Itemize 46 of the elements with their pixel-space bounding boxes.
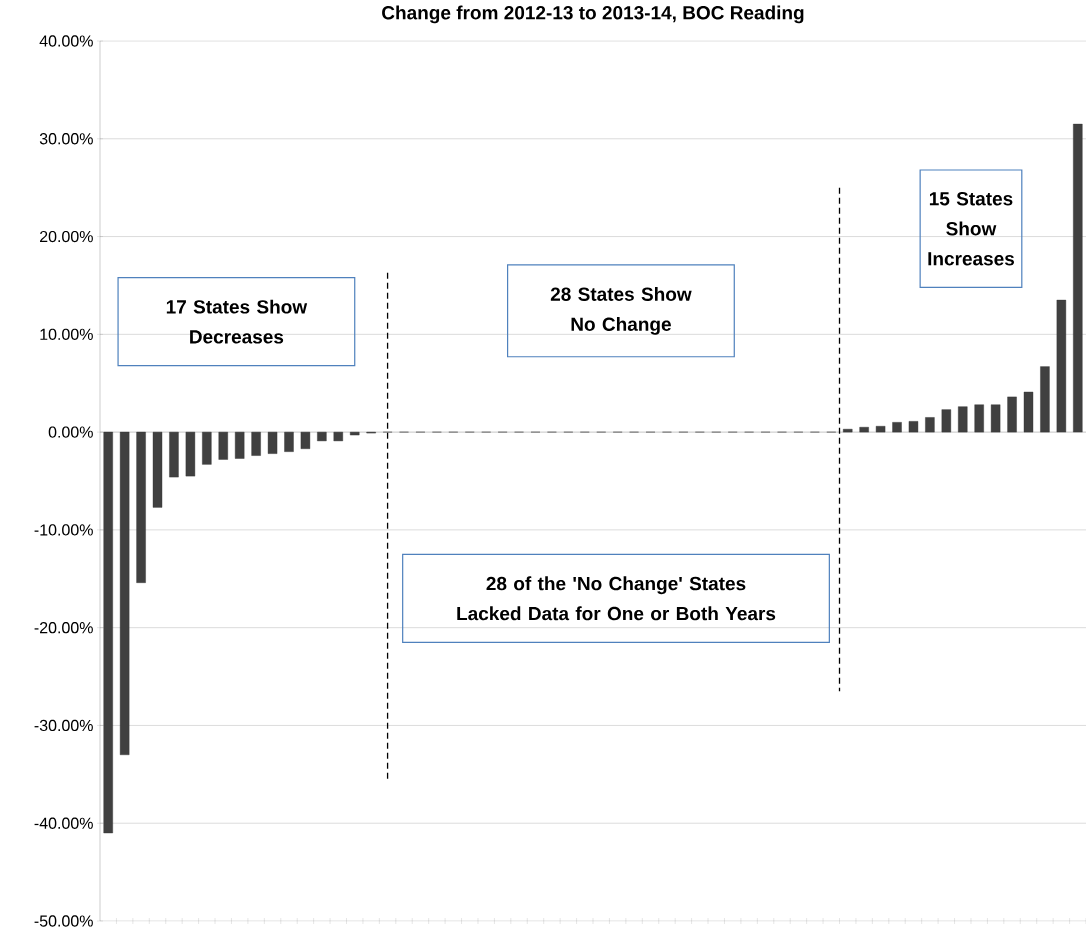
bar	[1007, 396, 1017, 433]
annotation: 28 States Show No Change	[550, 286, 692, 335]
bar	[958, 406, 968, 433]
bar	[1056, 299, 1067, 433]
y-tick-label: 10.00%	[40, 328, 93, 340]
y-tick-label: -40.00%	[34, 817, 93, 829]
chart-title: Change from 2012-13 to 2013-14, BOC Reading	[382, 5, 804, 24]
bar	[1023, 391, 1034, 433]
bar	[925, 417, 935, 433]
bar	[1073, 123, 1083, 433]
bar	[1040, 366, 1050, 433]
bar	[875, 426, 886, 433]
bar	[136, 431, 146, 583]
bar	[267, 431, 278, 454]
bar	[251, 431, 261, 456]
y-tick-label: -50.00%	[34, 915, 93, 927]
bar	[990, 404, 1001, 433]
bar	[350, 431, 360, 436]
bar	[119, 431, 130, 755]
bar	[169, 431, 179, 478]
y-tick-label: 20.00%	[40, 230, 93, 243]
bar	[185, 431, 196, 477]
bar	[859, 427, 869, 433]
y-tick-label: 40.00%	[39, 35, 93, 47]
y-tick-label: 30.00%	[39, 133, 93, 145]
y-tick-label: 0.00%	[48, 426, 93, 438]
bar	[317, 431, 327, 442]
y-tick-label: -20.00%	[34, 622, 93, 634]
annotation: 15 States Show Increases	[928, 192, 1015, 266]
bar	[218, 431, 228, 460]
bar	[892, 422, 902, 433]
bar	[284, 431, 294, 452]
bar	[974, 404, 984, 433]
y-tick-label: -10.00%	[34, 524, 93, 536]
bar	[941, 409, 952, 433]
y-tick-label: -30.00%	[34, 719, 93, 732]
bar	[234, 431, 245, 459]
bar	[103, 431, 113, 834]
bar	[333, 431, 343, 442]
bar	[300, 431, 311, 449]
bar	[843, 428, 853, 433]
annotation: 28 of the 'No Change' States Lacked Data for One or Both Years	[457, 576, 776, 621]
bar	[908, 421, 919, 433]
annotation: 17 States Show Decreases	[166, 299, 308, 344]
bar	[202, 431, 212, 465]
bar	[152, 431, 163, 508]
